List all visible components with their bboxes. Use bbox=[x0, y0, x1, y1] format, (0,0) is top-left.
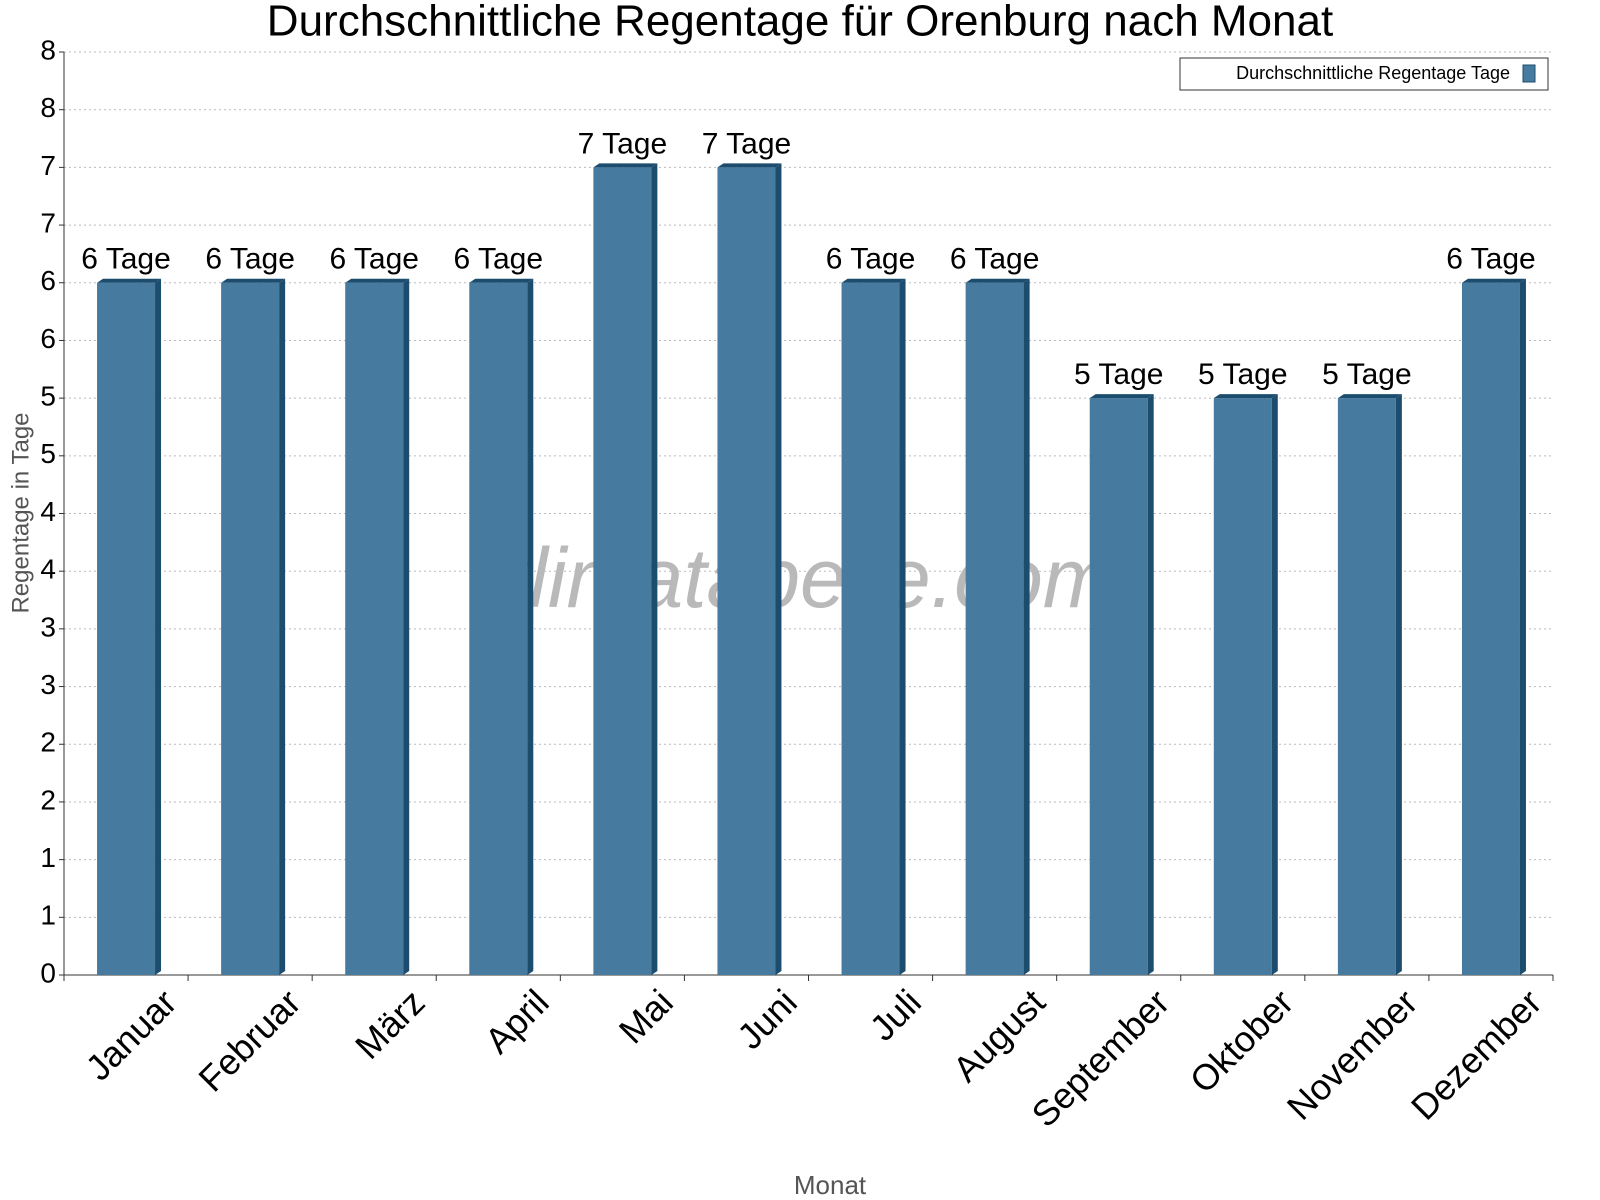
bar bbox=[965, 282, 1024, 975]
bar-top bbox=[841, 278, 906, 283]
y-tick-label: 8 bbox=[40, 34, 56, 65]
legend-label: Durchschnittliche Regentage Tage bbox=[1236, 63, 1510, 83]
bar-side bbox=[1023, 278, 1030, 975]
bar-side bbox=[279, 278, 286, 975]
bar bbox=[841, 282, 900, 975]
y-tick-label: 7 bbox=[40, 150, 56, 181]
y-tick-label: 3 bbox=[40, 611, 56, 642]
bar bbox=[469, 282, 528, 975]
bar bbox=[97, 282, 156, 975]
bar-top bbox=[97, 278, 162, 283]
x-tick-label: Oktober bbox=[1182, 981, 1302, 1101]
data-label: 6 Tage bbox=[950, 243, 1040, 276]
data-label: 7 Tage bbox=[578, 127, 668, 160]
y-tick-label: 1 bbox=[40, 900, 56, 931]
bar-side bbox=[527, 278, 534, 975]
y-tick-label: 6 bbox=[40, 323, 56, 354]
bar bbox=[345, 282, 404, 975]
bar bbox=[717, 167, 776, 975]
data-label: 5 Tage bbox=[1074, 358, 1164, 391]
data-label: 6 Tage bbox=[1446, 243, 1536, 276]
bar-top bbox=[1461, 278, 1526, 283]
data-label: 6 Tage bbox=[81, 243, 171, 276]
bar-side bbox=[1271, 394, 1278, 975]
y-tick-label: 2 bbox=[40, 784, 56, 815]
bar-top bbox=[469, 278, 534, 283]
bar-top bbox=[717, 163, 782, 168]
bar-top bbox=[1089, 394, 1154, 399]
bar-top bbox=[221, 278, 286, 283]
x-tick-label: August bbox=[945, 981, 1053, 1089]
x-tick-label: März bbox=[347, 981, 433, 1067]
data-label: 5 Tage bbox=[1198, 358, 1288, 391]
bar bbox=[1089, 398, 1148, 975]
bar-top bbox=[345, 278, 410, 283]
bar-side bbox=[155, 278, 162, 975]
x-tick-label: Februar bbox=[190, 981, 308, 1099]
data-label: 5 Tage bbox=[1322, 358, 1412, 391]
bar bbox=[1461, 282, 1520, 975]
bar-side bbox=[899, 278, 906, 975]
y-tick-label: 4 bbox=[40, 496, 56, 527]
y-tick-label: 2 bbox=[40, 727, 56, 758]
bar-side bbox=[775, 163, 782, 975]
bar-side bbox=[1519, 278, 1526, 975]
chart-title: Durchschnittliche Regentage für Orenburg… bbox=[267, 0, 1333, 46]
y-tick-label: 7 bbox=[40, 207, 56, 238]
x-tick-label: Januar bbox=[78, 981, 185, 1088]
bar-side bbox=[1395, 394, 1402, 975]
bar-top bbox=[593, 163, 658, 168]
x-tick-label: April bbox=[477, 981, 557, 1061]
bar bbox=[593, 167, 652, 975]
data-label: 6 Tage bbox=[454, 243, 544, 276]
y-axis-label: Regentage in Tage bbox=[7, 412, 34, 613]
x-tick-label: Dezember bbox=[1403, 981, 1549, 1127]
bar-side bbox=[651, 163, 658, 975]
y-tick-label: 6 bbox=[40, 265, 56, 296]
bar-side bbox=[403, 278, 410, 975]
bar-top bbox=[965, 278, 1030, 283]
y-tick-label: 5 bbox=[40, 438, 56, 469]
x-tick-label: Juli bbox=[862, 981, 929, 1048]
bar-top bbox=[1337, 394, 1402, 399]
y-tick-label: 5 bbox=[40, 381, 56, 412]
data-label: 6 Tage bbox=[826, 243, 916, 276]
x-tick-label: Juni bbox=[729, 981, 805, 1057]
y-tick-label: 0 bbox=[40, 957, 56, 988]
y-tick-label: 8 bbox=[40, 92, 56, 123]
bar bbox=[1213, 398, 1272, 975]
data-label: 7 Tage bbox=[702, 127, 792, 160]
x-tick-label: November bbox=[1279, 981, 1425, 1127]
data-label: 6 Tage bbox=[205, 243, 295, 276]
legend-swatch bbox=[1522, 64, 1536, 83]
bar-side bbox=[1147, 394, 1154, 975]
y-tick-label: 1 bbox=[40, 842, 56, 873]
x-tick-label: Mai bbox=[611, 981, 681, 1051]
bar bbox=[221, 282, 280, 975]
bar-top bbox=[1213, 394, 1278, 399]
y-tick-label: 3 bbox=[40, 669, 56, 700]
bar bbox=[1337, 398, 1396, 975]
y-tick-label: 4 bbox=[40, 554, 56, 585]
x-axis-label: Monat bbox=[794, 1170, 867, 1200]
data-label: 6 Tage bbox=[329, 243, 419, 276]
legend-box bbox=[1179, 57, 1549, 91]
